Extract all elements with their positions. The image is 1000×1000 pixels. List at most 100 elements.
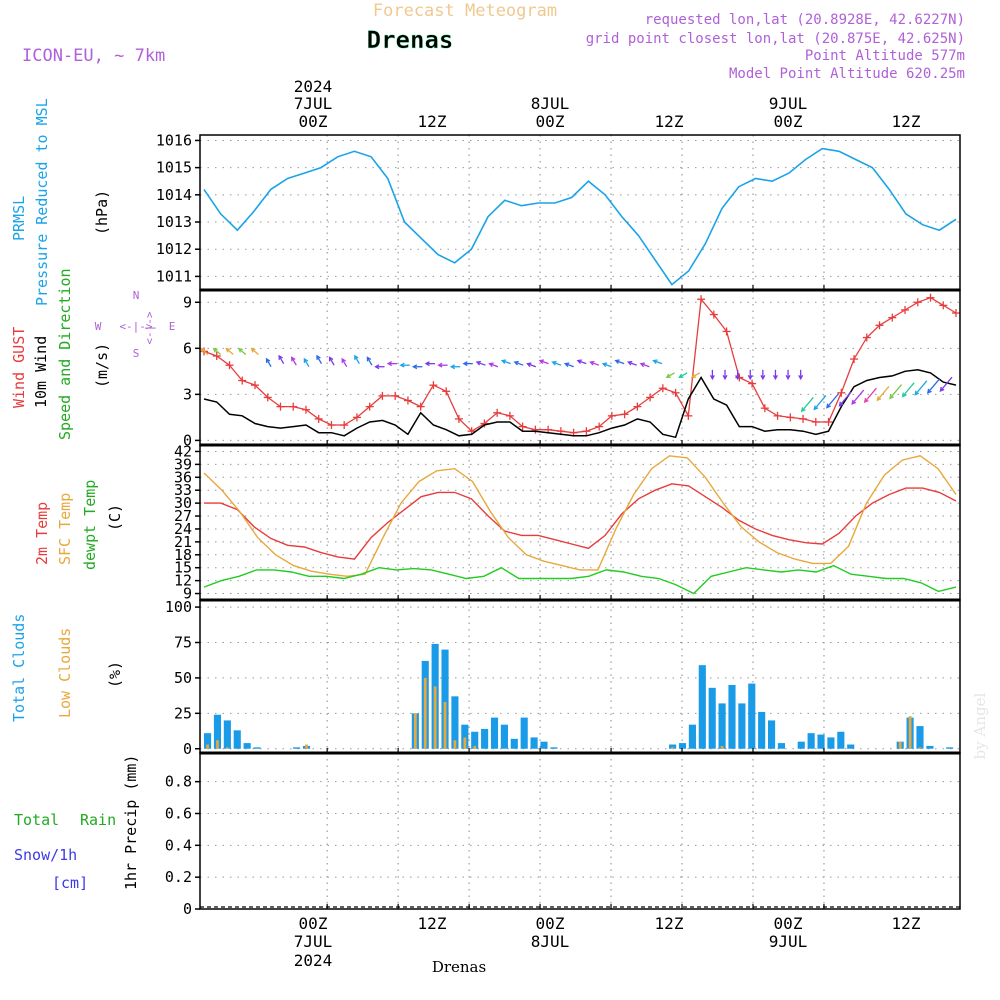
gust-marker (773, 411, 782, 420)
wind-arrow-head (576, 359, 582, 365)
wind-arrow-shaft (552, 361, 562, 366)
wind-direction-arrow (889, 384, 903, 400)
wind-arrow-shaft (914, 380, 928, 396)
total-clouds-bar (471, 731, 479, 749)
y-tick-label: 100 (165, 598, 192, 616)
model-altitude: Model Point Altitude 620.25m (729, 66, 965, 82)
wind-label-1: Wind GUST (10, 327, 28, 408)
gust-marker (250, 381, 259, 390)
wind-arrow-head (341, 357, 346, 363)
wind-direction-arrow (225, 347, 234, 355)
wind-arrow-head (488, 362, 494, 368)
wind-direction-arrow (374, 364, 385, 370)
top-time-6: 12Z (892, 112, 921, 131)
gust-marker (786, 413, 795, 422)
pressure-unit: (hPa) (93, 190, 111, 235)
wind-direction-arrow (328, 356, 335, 366)
wind-arrow-head (291, 356, 296, 362)
compass-s: S (133, 347, 140, 360)
temp-label-3: dewpt Temp (81, 480, 99, 570)
wind-direction-arrow (265, 357, 272, 368)
gust-marker (862, 333, 871, 342)
total-clouds-bar (461, 724, 469, 749)
total-clouds-bar (688, 724, 696, 749)
y-tick-label: 0 (183, 431, 192, 449)
y-tick-label: 9 (183, 585, 192, 603)
wind-arrow-head (652, 359, 658, 365)
wind-arrow-head (225, 347, 231, 353)
wind-arrow-head (354, 354, 359, 360)
gust-marker (582, 427, 591, 436)
clouds-label-2: Low Clouds (56, 628, 74, 718)
wind-arrow-head (412, 364, 418, 370)
gust-line (203, 296, 957, 434)
wind-arrow-head (678, 373, 684, 379)
low-clouds-bar (671, 747, 674, 749)
bottom-date-2: 8JUL (531, 932, 570, 951)
wind-direction-arrow (652, 359, 663, 365)
gust-marker (850, 355, 859, 364)
low-clouds-bar (898, 741, 902, 749)
gust-marker (926, 293, 935, 302)
wind-arrow-head (772, 374, 778, 381)
y-tick-label: 1016 (156, 131, 192, 149)
bottom-time-2: 12Z (418, 914, 447, 933)
point-altitude: Point Altitude 577m (805, 48, 965, 64)
wind-direction-arrow (200, 347, 209, 355)
gust-marker (301, 405, 310, 414)
temp-dewpoint-line (203, 564, 957, 595)
total-clouds-bar (817, 734, 825, 749)
clouds-label-1: Total Clouds (10, 614, 28, 722)
total-clouds-bar (797, 741, 805, 749)
wind-arrow-head (851, 399, 857, 405)
top-time-2: 12Z (418, 112, 447, 131)
wind-direction-arrow (386, 361, 398, 367)
pressure-label-1: PRMSL (10, 196, 28, 241)
y-tick-label: 1011 (156, 267, 192, 285)
gust-marker (391, 391, 400, 400)
gust-marker (875, 321, 884, 330)
total-clouds-bar (916, 726, 924, 749)
total-clouds-bar (500, 724, 508, 749)
wind-direction-arrow (826, 393, 840, 409)
wind-arrow-head (278, 354, 283, 360)
low-clouds-bar (453, 740, 457, 749)
wind-arrow-head (760, 374, 766, 381)
wind-arrow-shaft (801, 397, 814, 412)
y-tick-label: 30 (174, 494, 192, 512)
wind-direction-arrow (412, 364, 423, 370)
total-clouds-bar (223, 720, 231, 749)
wind-arrow-head (639, 362, 645, 368)
gust-marker (429, 381, 438, 390)
gust-marker (620, 410, 629, 419)
wind-arrow-shaft (839, 391, 852, 407)
wind-direction-arrow (785, 369, 791, 381)
gust-marker (212, 351, 221, 360)
y-tick-label: 12 (174, 572, 192, 590)
wind-arrow-head (563, 362, 570, 368)
y-tick-label: 3 (183, 385, 192, 403)
wind-arrow-shaft (278, 355, 285, 364)
total-clouds-bar (708, 687, 716, 749)
wind-direction-arrow (237, 347, 247, 355)
temp-sfc-line (203, 455, 957, 578)
y-tick-label: 39 (174, 455, 192, 473)
total-clouds-bar (243, 743, 251, 749)
wind-arrow-head (316, 354, 321, 360)
wind-arrow-shaft (354, 355, 360, 364)
wind-direction-arrow (939, 376, 953, 392)
wind-arrow-head (800, 407, 806, 413)
wind-arrow-head (889, 394, 894, 400)
wind-arrow-shaft (238, 348, 247, 355)
wind-direction-arrow (303, 357, 310, 368)
pressure-panel-frame (199, 134, 961, 291)
wind-arrow-shaft (851, 389, 865, 405)
wind-speed-line (203, 369, 957, 439)
wind-label-3: Speed and Direction (56, 268, 74, 440)
wind-arrow-head (538, 359, 545, 365)
gust-marker (671, 388, 680, 397)
wind-direction-arrow (449, 364, 461, 370)
wind-arrow-shaft (265, 358, 272, 368)
y-tick-label: 0.2 (165, 868, 192, 886)
